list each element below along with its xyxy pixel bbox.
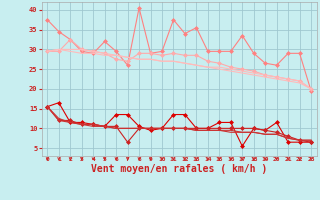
X-axis label: Vent moyen/en rafales ( km/h ): Vent moyen/en rafales ( km/h ) bbox=[91, 164, 267, 174]
